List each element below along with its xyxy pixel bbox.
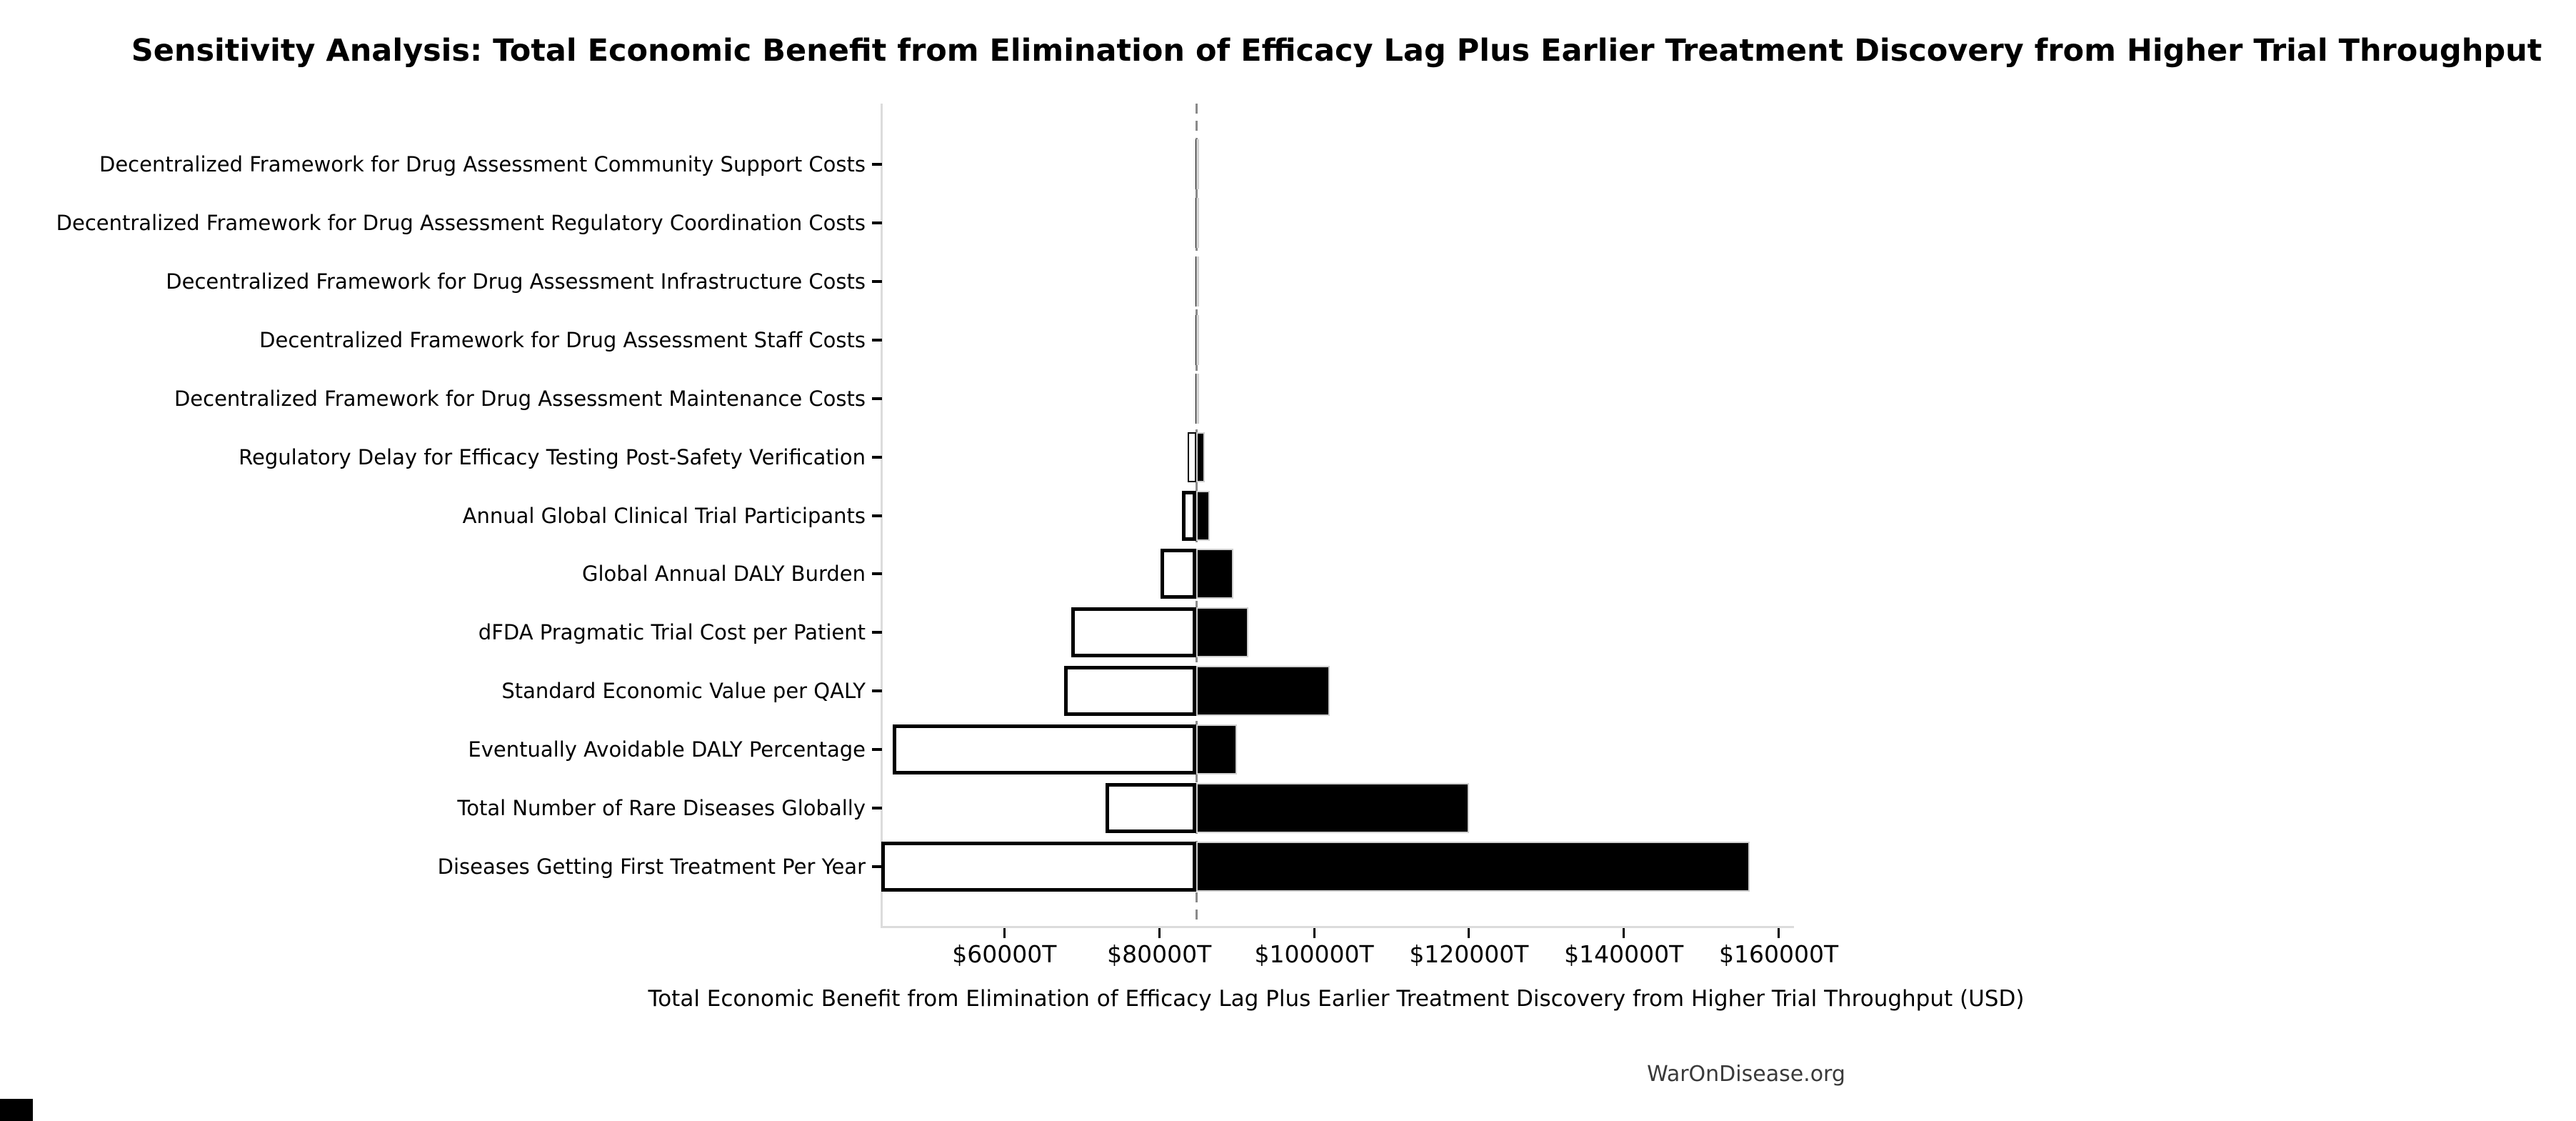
y-axis-label: Total Number of Rare Diseases Globally: [457, 796, 866, 821]
y-axis-label: Eventually Avoidable DALY Percentage: [468, 737, 866, 762]
x-axis-label: Total Economic Benefit from Elimination …: [648, 986, 2025, 1012]
bar-high-segment: [1196, 490, 1210, 541]
bar-low-segment: [881, 842, 1197, 892]
watermark: WarOnDisease.org: [1647, 1062, 1845, 1087]
bar-high-segment: [1196, 842, 1750, 892]
bar-high-segment: [1196, 549, 1234, 599]
bar-low-segment: [1188, 432, 1197, 482]
plot-area: [881, 104, 1792, 926]
bar-low-segment: [1161, 549, 1197, 599]
y-tick-mark: [872, 807, 882, 810]
x-tick-label: $120000T: [1409, 940, 1529, 968]
y-axis-label: dFDA Pragmatic Trial Cost per Patient: [478, 620, 866, 645]
bar-high-segment: [1196, 373, 1200, 424]
y-tick-mark: [872, 221, 882, 224]
y-axis-label: Diseases Getting First Treatment Per Yea…: [437, 855, 866, 880]
x-tick-label: $140000T: [1564, 940, 1684, 968]
x-tick-mark: [1003, 928, 1006, 938]
y-tick-mark: [872, 631, 882, 634]
y-tick-mark: [872, 572, 882, 576]
y-tick-mark: [872, 689, 882, 693]
x-tick-label: $60000T: [952, 940, 1057, 968]
chart-title: Sensitivity Analysis: Total Economic Ben…: [131, 33, 2542, 69]
y-tick-mark: [872, 514, 882, 517]
y-axis-label: Decentralized Framework for Drug Assessm…: [259, 327, 866, 352]
bar-high-segment: [1196, 314, 1200, 365]
x-tick-mark: [1313, 928, 1315, 938]
x-axis-spine: [881, 926, 1794, 928]
bar-low-segment: [893, 724, 1197, 775]
y-tick-mark: [872, 748, 882, 752]
bar-low-segment: [1106, 783, 1197, 834]
y-tick-mark: [872, 163, 882, 166]
y-axis-label: Standard Economic Value per QALY: [501, 679, 866, 704]
y-axis-label: Annual Global Clinical Trial Participant…: [462, 503, 866, 528]
x-tick-label: $80000T: [1107, 940, 1212, 968]
y-axis-label: Regulatory Delay for Efficacy Testing Po…: [239, 444, 866, 469]
y-axis-label: Global Annual DALY Burden: [582, 562, 866, 587]
y-axis-label: Decentralized Framework for Drug Assessm…: [166, 269, 866, 294]
bar-high-segment: [1196, 666, 1330, 717]
bar-high-segment: [1196, 197, 1200, 248]
x-tick-mark: [1778, 928, 1780, 938]
y-tick-mark: [872, 338, 882, 342]
y-tick-mark: [872, 279, 882, 283]
bar-high-segment: [1196, 256, 1200, 307]
bar-high-segment: [1196, 783, 1469, 834]
bar-high-segment: [1196, 432, 1206, 482]
bar-low-segment: [1181, 490, 1197, 541]
x-tick-label: $160000T: [1718, 940, 1839, 968]
y-axis-label: Decentralized Framework for Drug Assessm…: [174, 386, 866, 411]
y-tick-mark: [872, 397, 882, 400]
bar-low-segment: [1063, 666, 1197, 717]
bar-high-segment: [1196, 607, 1248, 658]
x-tick-mark: [1158, 928, 1161, 938]
bar-high-segment: [1196, 724, 1237, 775]
corner-artifact: [0, 1099, 33, 1121]
y-tick-mark: [872, 865, 882, 869]
y-axis-label: Decentralized Framework for Drug Assessm…: [99, 152, 866, 176]
bar-high-segment: [1196, 139, 1200, 189]
x-tick-mark: [1468, 928, 1470, 938]
bar-low-segment: [1071, 607, 1197, 658]
y-axis-label: Decentralized Framework for Drug Assessm…: [56, 210, 866, 235]
x-tick-mark: [1623, 928, 1625, 938]
y-tick-mark: [872, 455, 882, 459]
x-tick-label: $100000T: [1254, 940, 1374, 968]
